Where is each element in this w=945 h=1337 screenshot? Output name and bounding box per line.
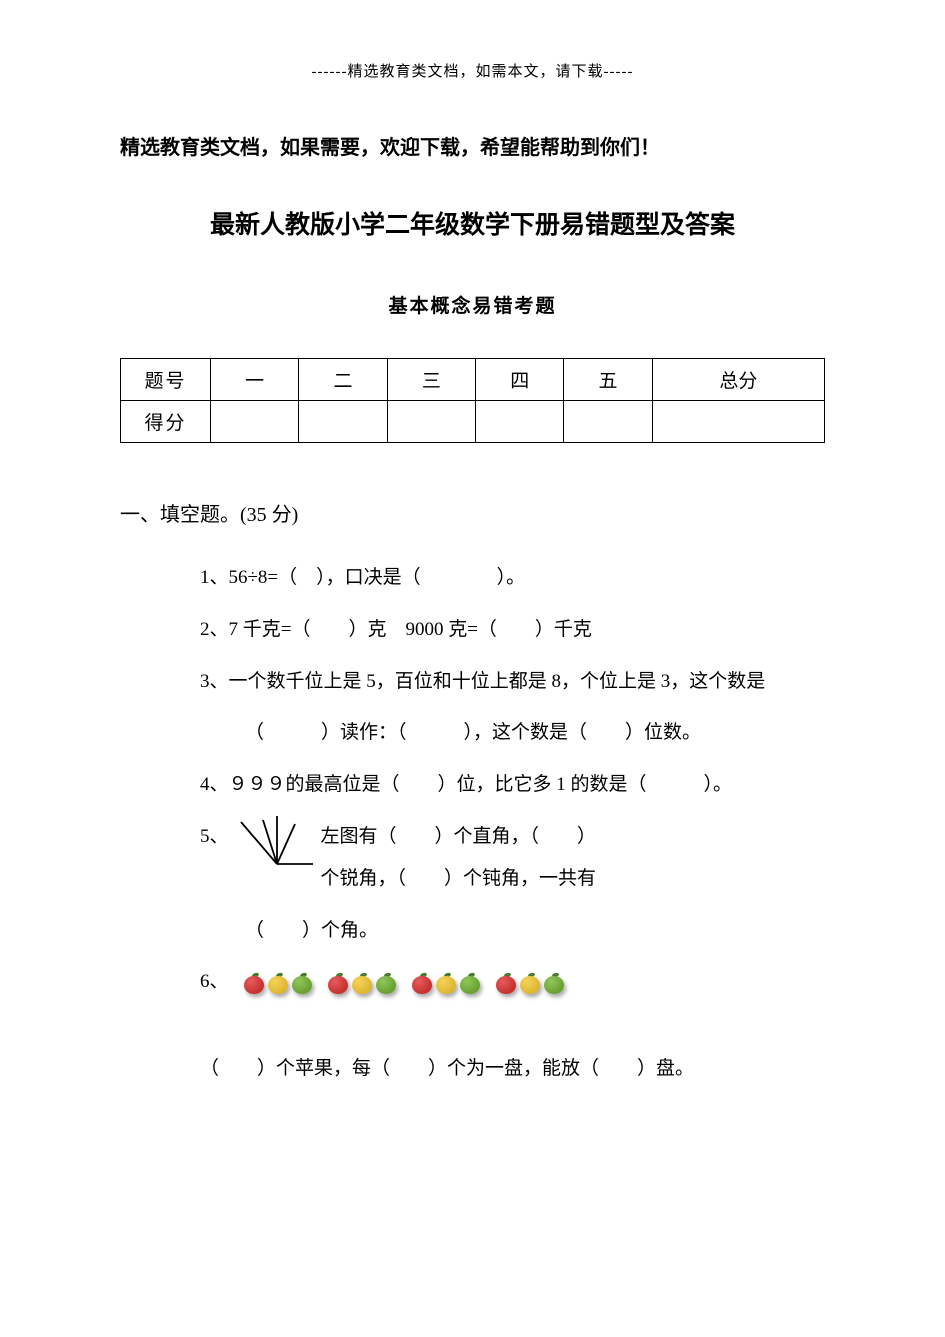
- apple-row-icon: [243, 972, 565, 994]
- score-cell: [652, 401, 824, 443]
- header-note: ------精选教育类文档，如需本文，请下载-----: [120, 60, 825, 81]
- apple-icon: [327, 972, 349, 994]
- question-5-line1: 左图有（ ）个直角，（ ）: [321, 816, 597, 858]
- header-cell: 二: [299, 359, 387, 401]
- apple-icon: [435, 972, 457, 994]
- page-subtitle: 基本概念易错考题: [120, 291, 825, 318]
- apple-icon: [495, 972, 517, 994]
- section-heading-text: 一、填空题。: [120, 504, 240, 526]
- apple-group: [411, 972, 481, 994]
- question-5-prefix: 5、: [200, 816, 229, 858]
- section-heading-points: (35 分): [240, 504, 298, 526]
- page-title: 最新人教版小学二年级数学下册易错题型及答案: [120, 205, 825, 241]
- angle-svg: [235, 816, 315, 872]
- apple-group: [243, 972, 313, 994]
- question-6-answer: （ ）个苹果，每（ ）个为一盘，能放（ ）盘。: [120, 1048, 825, 1090]
- apple-icon: [459, 972, 481, 994]
- apple-icon: [411, 972, 433, 994]
- question-4: 4、９９９的最高位是（ ）位，比它多 1 的数是（ ）。: [200, 764, 825, 806]
- question-5-line3: （ ）个角。: [200, 910, 825, 952]
- score-cell: [299, 401, 387, 443]
- question-5-text: 左图有（ ）个直角，（ ） 个锐角，（ ）个钝角，一共有: [321, 816, 597, 900]
- header-cell: 四: [476, 359, 564, 401]
- table-row-header: 题号 一 二 三 四 五 总分: [121, 359, 825, 401]
- header-cell: 总分: [652, 359, 824, 401]
- question-6: 6、: [200, 961, 825, 1003]
- question-3-line2: （ ）读作：（ ），这个数是（ ）位数。: [200, 712, 825, 754]
- apple-group: [495, 972, 565, 994]
- apple-icon: [543, 972, 565, 994]
- apple-icon: [351, 972, 373, 994]
- header-cell: 一: [211, 359, 299, 401]
- apple-icon: [291, 972, 313, 994]
- question-1: 1、56÷8=（ ），口决是（ ）。: [200, 557, 825, 599]
- question-2: 2、7 千克=（ ）克 9000 克=（ ）千克: [200, 609, 825, 651]
- score-cell: [564, 401, 652, 443]
- question-5-line2: 个锐角，（ ）个钝角，一共有: [321, 858, 597, 900]
- question-3-line1: 3、一个数千位上是 5，百位和十位上都是 8，个位上是 3，这个数是: [200, 661, 825, 703]
- question-5: 5、 左图有（ ）个直角，（ ） 个锐角，（ ）个钝角，一共有: [200, 816, 825, 900]
- bold-heading: 精选教育类文档，如果需要，欢迎下载，希望能帮助到你们！: [120, 131, 825, 160]
- question-6-prefix: 6、: [200, 971, 229, 992]
- apple-icon: [375, 972, 397, 994]
- apple-icon: [243, 972, 265, 994]
- header-cell: 三: [387, 359, 475, 401]
- header-cell: 五: [564, 359, 652, 401]
- angle-diagram-icon: [235, 816, 315, 888]
- section-heading: 一、填空题。(35 分): [120, 498, 825, 527]
- row-label-cell: 得分: [121, 401, 211, 443]
- score-cell: [476, 401, 564, 443]
- score-table: 题号 一 二 三 四 五 总分 得分: [120, 358, 825, 443]
- table-row-score: 得分: [121, 401, 825, 443]
- score-cell: [387, 401, 475, 443]
- header-cell: 题号: [121, 359, 211, 401]
- apple-icon: [267, 972, 289, 994]
- question-list: 1、56÷8=（ ），口决是（ ）。 2、7 千克=（ ）克 9000 克=（ …: [120, 557, 825, 1003]
- apple-icon: [519, 972, 541, 994]
- apple-group: [327, 972, 397, 994]
- score-cell: [211, 401, 299, 443]
